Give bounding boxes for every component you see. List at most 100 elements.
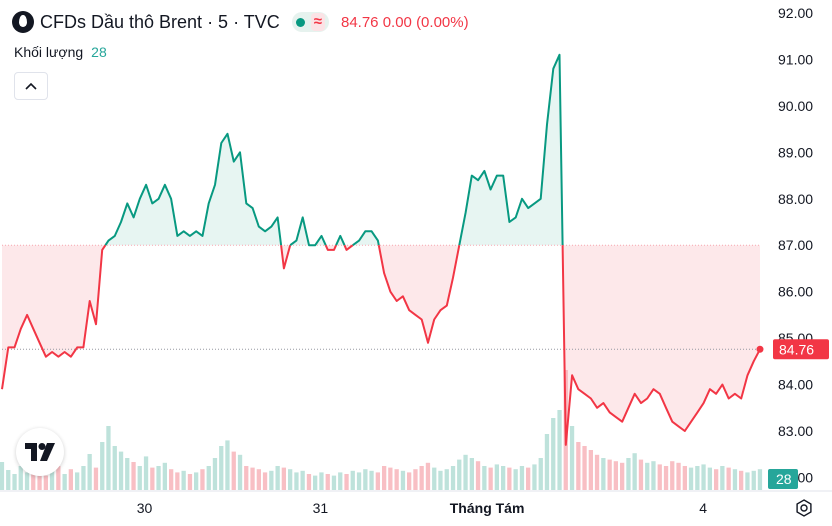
volume-bar [49,470,55,490]
volume-bar [513,469,518,490]
volume-bar [645,462,650,490]
area-fill-segment-9 [459,54,563,246]
current-volume-badge [768,469,798,489]
gear-icon[interactable] [794,498,814,518]
volume-bar [501,466,506,490]
volume-bar [75,472,80,490]
price-tick-label: 86.00 [778,284,813,300]
price-line-segment-3 [289,216,327,247]
price-change: 0.00 (0.00%) [382,13,469,31]
volume-bar [601,458,606,490]
current-volume-badge-label: 28 [776,471,792,487]
market-status-dot-icon[interactable] [295,17,305,27]
volume-bar [651,461,656,490]
tradingview-logo-icon [25,443,55,461]
volume-bar [670,461,675,490]
volume-bar [638,459,644,490]
volume-bar [294,472,299,490]
volume-bar [0,462,5,490]
volume-bar [181,470,186,490]
volume-bar [6,470,11,490]
volume-bars [0,370,763,490]
volume-bar [62,474,67,490]
volume-bar [87,454,92,490]
volume-bar [444,469,449,490]
price-line-segment-1 [104,132,283,246]
volume-bar [350,470,355,490]
volume-bar [463,454,468,490]
volume-bar [482,466,487,490]
volume-bar [137,466,142,490]
price-axis[interactable]: 92.0091.0090.0089.0088.0087.0086.0085.00… [778,5,813,485]
price-tick-label: 92.00 [778,5,813,21]
last-price: 84.76 [340,13,379,31]
volume-bar [125,458,130,490]
volume-bar [532,464,537,490]
wave-icon[interactable]: ≈ [310,13,325,31]
last-price-dot [756,345,764,353]
price-line-segment-9 [458,53,564,246]
price-line-segment-5 [335,234,346,246]
volume-bar [714,469,719,490]
volume-bar [425,462,431,490]
time-tick-label: 4 [699,500,707,516]
volume-bar [657,464,662,490]
price-tick-label: 91.00 [778,51,813,67]
volume-bar [557,410,562,490]
time-tick-label: 31 [313,500,329,516]
volume-bar [100,442,105,490]
volume-bar [219,446,224,490]
volume-bar [419,466,424,490]
price-line-segment-0 [1,244,107,390]
oil-drop-icon[interactable] [12,11,34,33]
volume-bar [388,467,393,490]
volume-bar [732,469,738,490]
volume-bar [281,467,286,490]
volume-bar [620,462,625,490]
volume-legend[interactable]: Khối lượng 28 [14,44,107,60]
status-badges[interactable]: ≈ [291,12,329,32]
price-line [1,53,764,446]
volume-bar [676,462,681,490]
time-axis[interactable]: 30 31 Tháng Tám 4 [0,490,832,516]
volume-bar [682,466,687,490]
volume-bar [519,466,525,490]
volume-bar [31,467,36,490]
price-tick-label: 90.00 [778,98,813,114]
price-line-segment-10 [561,245,761,446]
price-tick-label: 89.00 [778,144,813,160]
volume-bar [507,467,512,490]
volume-bar [413,469,418,490]
volume-bar [93,467,99,490]
volume-bar [225,440,230,490]
volume-bar [269,470,274,490]
volume-bar [356,472,362,490]
time-tick-label: 30 [137,500,153,516]
volume-bar [338,472,343,490]
collapse-legend-button[interactable] [14,72,48,100]
volume-bar [106,426,111,490]
volume-bar [688,467,694,490]
volume-bar [131,462,136,490]
volume-bar [407,472,412,490]
area-fill-segment-7 [352,231,379,246]
volume-bar [363,469,368,490]
volume-bar [288,469,293,490]
volume-bar [156,466,161,490]
volume-bar [331,475,337,490]
volume-bar [262,472,268,490]
volume-bar [475,461,481,490]
symbol-title[interactable]: CFDs Dầu thô Brent · 5 · TVC [40,11,280,32]
tradingview-logo[interactable] [16,428,64,476]
volume-bar [544,434,550,490]
volume-bar [43,475,48,490]
volume-bar [194,472,199,490]
volume-bar [206,466,211,490]
volume-bar [739,470,744,490]
volume-bar [469,458,474,490]
volume-bar [488,467,493,490]
volume-bar [68,469,73,490]
price-line-segment-8 [377,245,461,344]
volume-bar [613,461,618,490]
